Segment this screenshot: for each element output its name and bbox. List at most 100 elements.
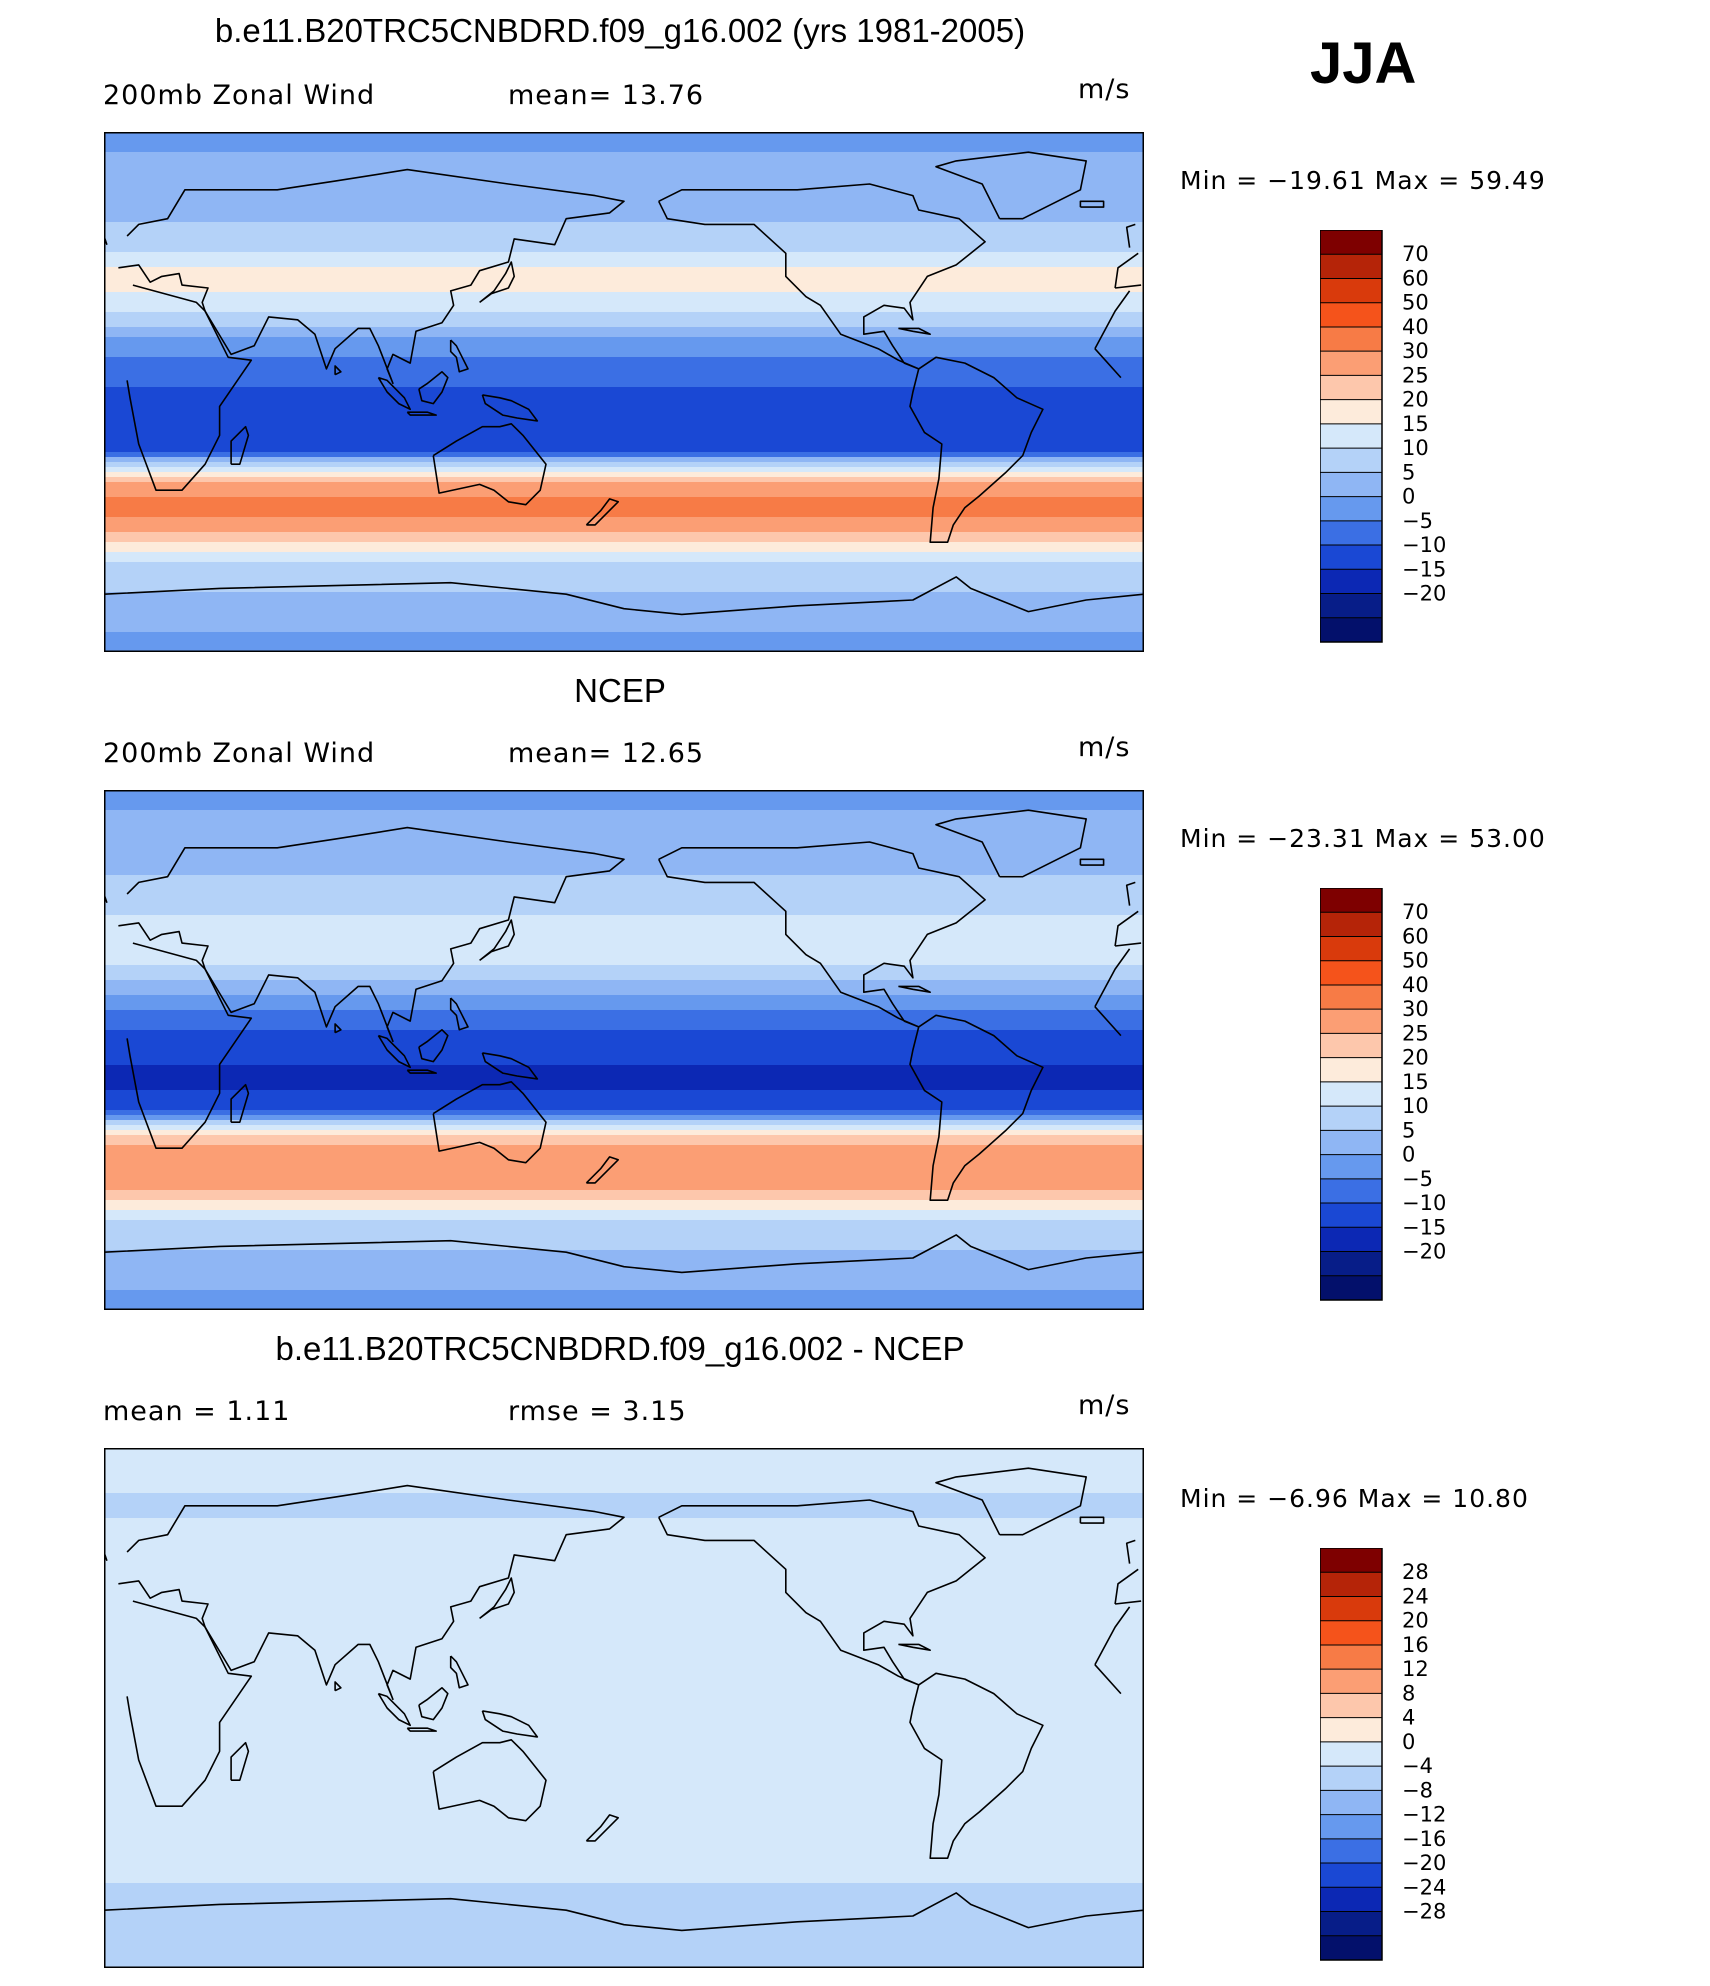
wind-band <box>104 800 1144 806</box>
wind-band <box>104 1508 1144 1514</box>
wind-band <box>104 357 1144 363</box>
colorbar-swatch <box>1320 1620 1382 1646</box>
coastline <box>118 826 625 1043</box>
wind-band <box>104 1678 1144 1684</box>
coastline <box>418 1029 449 1063</box>
panel2-map <box>104 790 1144 1310</box>
colorbar-tick-label: 20 <box>1402 1046 1429 1070</box>
coastline <box>334 1023 342 1034</box>
coastline <box>585 1814 620 1842</box>
wind-band <box>104 1938 1144 1944</box>
panel2-units-label: m/s <box>1078 732 1131 763</box>
coastline <box>432 1080 547 1164</box>
wind-band <box>104 272 1144 278</box>
wind-band <box>104 1120 1144 1126</box>
wind-band <box>104 1623 1144 1629</box>
coastline <box>481 1052 539 1080</box>
colorbar-tick-label: −10 <box>1402 1191 1446 1215</box>
wind-band <box>104 532 1144 538</box>
wind-band <box>104 955 1144 961</box>
wind-band <box>104 1095 1144 1101</box>
wind-band <box>104 1963 1144 1968</box>
wind-band <box>104 312 1144 318</box>
panel2-colorbar: 70 60 50 40 30 25 20 15 10 5 0 −5 −10 −15 −20 <box>1319 887 1490 1313</box>
colorbar-tick-label: 5 <box>1402 1118 1415 1142</box>
colorbar-swatch <box>1320 1838 1382 1864</box>
wind-band <box>104 1458 1144 1464</box>
colorbar-tick-label: 15 <box>1402 412 1429 436</box>
wind-band <box>104 1160 1144 1166</box>
wind-band <box>104 980 1144 986</box>
wind-band <box>104 427 1144 433</box>
wind-band <box>104 1753 1144 1759</box>
wind-band <box>104 795 1144 801</box>
wind-band <box>104 447 1144 453</box>
wind-band <box>104 352 1144 358</box>
wind-band <box>104 232 1144 238</box>
coastline <box>1114 1568 1139 1605</box>
wind-band <box>104 297 1144 303</box>
wind-band <box>104 1673 1144 1679</box>
wind-band <box>104 1140 1144 1146</box>
wind-band <box>104 277 1144 283</box>
wind-band <box>104 347 1144 353</box>
wind-band <box>104 1653 1144 1659</box>
wind-band <box>104 212 1144 218</box>
wind-band <box>104 382 1144 388</box>
wind-band <box>104 1773 1144 1779</box>
panel1-map <box>104 132 1144 652</box>
wind-band <box>104 1200 1144 1206</box>
colorbar-tick-label: 40 <box>1402 973 1429 997</box>
colorbar-swatch <box>1320 1863 1382 1888</box>
wind-band <box>104 1528 1144 1534</box>
wind-band <box>104 1608 1144 1614</box>
coastline <box>909 1014 1044 1202</box>
wind-band <box>104 865 1144 871</box>
wind-band <box>104 512 1144 518</box>
wind-band <box>104 1763 1144 1769</box>
panel3-mean-label: mean = 1.11 <box>103 1396 291 1427</box>
coastline <box>585 498 620 526</box>
wind-band <box>104 1075 1144 1081</box>
wind-band <box>104 1025 1144 1031</box>
colorbar-tick-label: 4 <box>1402 1706 1415 1730</box>
wind-band <box>104 237 1144 243</box>
colorbar-tick-label: −10 <box>1402 533 1446 557</box>
wind-band <box>104 1953 1144 1959</box>
coastline <box>449 997 469 1031</box>
wind-band <box>104 1778 1144 1784</box>
wind-band <box>104 1225 1144 1231</box>
wind-band <box>104 157 1144 163</box>
coastline <box>449 1655 469 1689</box>
wind-band <box>104 1235 1144 1241</box>
colorbar-swatch <box>1320 399 1382 425</box>
wind-band <box>104 900 1144 906</box>
wind-band <box>104 372 1144 378</box>
coastline <box>898 985 932 993</box>
colorbar-swatch <box>1320 1766 1382 1791</box>
wind-band <box>104 367 1144 373</box>
coastline <box>432 1738 547 1822</box>
wind-band <box>104 840 1144 846</box>
wind-band <box>104 557 1144 563</box>
wind-band <box>104 252 1144 258</box>
colorbar-tick-label: −20 <box>1402 582 1446 606</box>
coastline <box>1094 948 1131 1008</box>
wind-band <box>104 1205 1144 1211</box>
colorbar-tick-label: 24 <box>1402 1584 1429 1608</box>
wind-band <box>104 607 1144 613</box>
wind-band <box>104 855 1144 861</box>
colorbar-swatch <box>1320 351 1382 376</box>
wind-band <box>104 1668 1144 1674</box>
wind-band <box>104 182 1144 188</box>
wind-band <box>104 1758 1144 1764</box>
wind-band <box>104 1180 1144 1186</box>
coastline <box>935 809 1088 878</box>
wind-band <box>104 1768 1144 1774</box>
colorbar-tick-label: 60 <box>1402 266 1429 290</box>
wind-band <box>104 622 1144 628</box>
wind-band <box>104 990 1144 996</box>
wind-band <box>104 1210 1144 1216</box>
wind-band <box>104 262 1144 268</box>
wind-band <box>104 587 1144 593</box>
